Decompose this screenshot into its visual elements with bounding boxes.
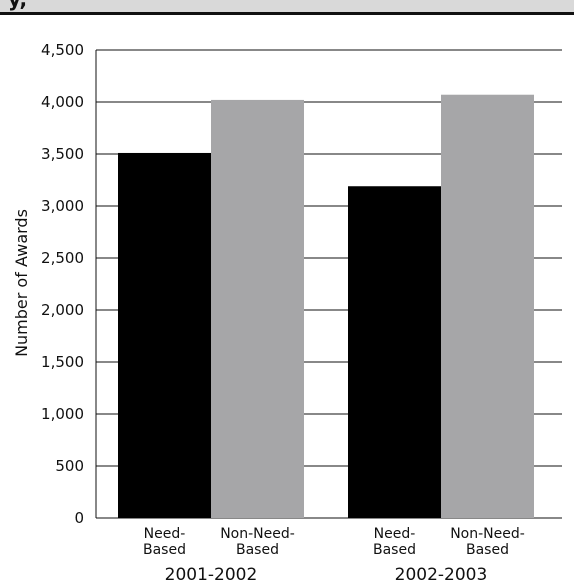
group-label: 2001-2002 <box>165 565 258 585</box>
bar <box>348 186 441 519</box>
y-tick-label: 3,000 <box>41 197 84 215</box>
y-tick-label: 2,000 <box>41 301 84 319</box>
bar-category-label: Non-Need- <box>450 526 525 542</box>
title-strip: y, <box>0 0 574 15</box>
y-axis-label: Number of Awards <box>12 209 31 357</box>
bar-category-label: Based <box>373 542 416 558</box>
y-axis: 0 500 1,000 1,500 2,000 2,500 3,000 3,500 4,000 4… <box>41 41 97 527</box>
bar-category-label: Based <box>236 542 279 558</box>
y-tick-label: 0 <box>74 509 84 527</box>
y-tick-label: 1,000 <box>41 405 84 423</box>
page-title-fragment: y, <box>8 0 27 9</box>
bar-category-label: Need- <box>144 526 186 542</box>
bars <box>118 94 534 519</box>
x-axis-labels: Need-BasedNon-Need-Based2001-2002Need-Ba… <box>143 526 525 585</box>
y-tick-label: 4,000 <box>41 93 84 111</box>
bar <box>441 94 534 518</box>
bar-category-label: Based <box>466 542 509 558</box>
bar-category-label: Based <box>143 542 186 558</box>
group-label: 2002-2003 <box>395 565 488 585</box>
y-tick-label: 3,500 <box>41 145 84 163</box>
y-tick-label: 2,500 <box>41 249 84 267</box>
bar <box>118 152 211 518</box>
y-tick-label: 1,500 <box>41 353 84 371</box>
y-tick-label: 500 <box>55 457 84 475</box>
bar-category-label: Need- <box>374 526 416 542</box>
bar <box>211 99 304 519</box>
bar-category-label: Non-Need- <box>220 526 295 542</box>
y-tick-label: 4,500 <box>41 41 84 59</box>
